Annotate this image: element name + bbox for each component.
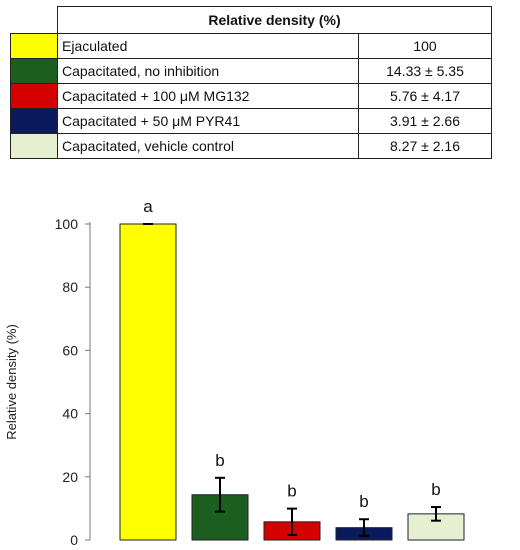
row-label: Capacitated + 50 μM PYR41 <box>57 108 359 134</box>
header-blank-cell <box>11 7 58 34</box>
row-value: 5.76 ± 4.17 <box>358 83 492 109</box>
row-value: 100 <box>358 33 492 59</box>
significance-label: b <box>431 480 440 499</box>
table-row: Capacitated + 100 μM MG132 5.76 ± 4.17 <box>10 83 492 109</box>
color-swatch <box>10 108 58 134</box>
legend-table-body: Relative density (%) Ejaculated 100 Capaci… <box>10 6 492 159</box>
row-label: Capacitated, no inhibition <box>57 58 359 84</box>
table-row: Capacitated, no inhibition 14.33 ± 5.35 <box>10 58 492 84</box>
bar <box>119 223 177 541</box>
y-tick-label: 20 <box>62 469 78 485</box>
bar-chart: 0 20 40 60 80 100 Relative density (%) a b b b b <box>4 197 465 548</box>
y-tick-label: 0 <box>70 532 78 548</box>
table-row: Capacitated + 50 μM PYR41 3.91 ± 2.66 <box>10 108 492 134</box>
row-label: Ejaculated <box>57 33 359 59</box>
y-tick-label: 60 <box>62 342 78 358</box>
table-row: Capacitated, vehicle control 8.27 ± 2.16 <box>10 133 492 159</box>
y-tick-label: 100 <box>55 216 79 232</box>
row-label: Capacitated + 100 μM MG132 <box>57 83 359 109</box>
y-tick-label: 80 <box>62 279 78 295</box>
color-swatch <box>10 33 58 59</box>
significance-label: a <box>143 197 153 216</box>
significance-label: b <box>287 482 296 501</box>
row-label: Capacitated, vehicle control <box>57 133 359 159</box>
legend-table: Relative density (%) Ejaculated 100 Capaci… <box>10 6 492 159</box>
y-tick-label: 40 <box>62 406 78 422</box>
color-swatch <box>10 58 58 84</box>
y-axis-label: Relative density (%) <box>4 324 19 440</box>
table-header-row: Relative density (%) <box>11 6 492 34</box>
color-swatch <box>10 133 58 159</box>
row-value: 8.27 ± 2.16 <box>358 133 492 159</box>
row-value: 14.33 ± 5.35 <box>358 58 492 84</box>
table-row: Ejaculated 100 <box>10 33 492 59</box>
table-header: Relative density (%) <box>57 6 492 34</box>
color-swatch <box>10 83 58 109</box>
significance-label: b <box>215 451 224 470</box>
row-value: 3.91 ± 2.66 <box>358 108 492 134</box>
significance-label: b <box>359 492 368 511</box>
